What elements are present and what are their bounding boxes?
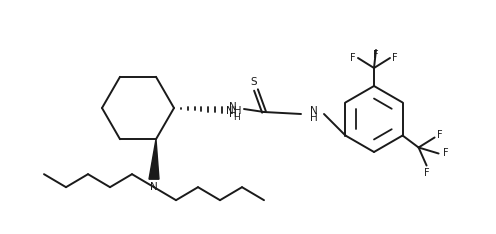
Text: H: H: [229, 109, 237, 119]
Text: F: F: [392, 53, 398, 63]
Polygon shape: [149, 139, 159, 179]
Text: N: N: [310, 106, 318, 116]
Text: H: H: [310, 113, 318, 123]
Text: F: F: [350, 53, 356, 63]
Text: H: H: [234, 113, 241, 121]
Text: NH: NH: [226, 106, 242, 116]
Text: S: S: [250, 77, 257, 87]
Text: F: F: [437, 131, 442, 140]
Text: F: F: [424, 168, 430, 178]
Text: N: N: [229, 102, 237, 112]
Text: N: N: [150, 182, 158, 192]
Text: F: F: [443, 149, 448, 158]
Text: F: F: [373, 50, 379, 60]
